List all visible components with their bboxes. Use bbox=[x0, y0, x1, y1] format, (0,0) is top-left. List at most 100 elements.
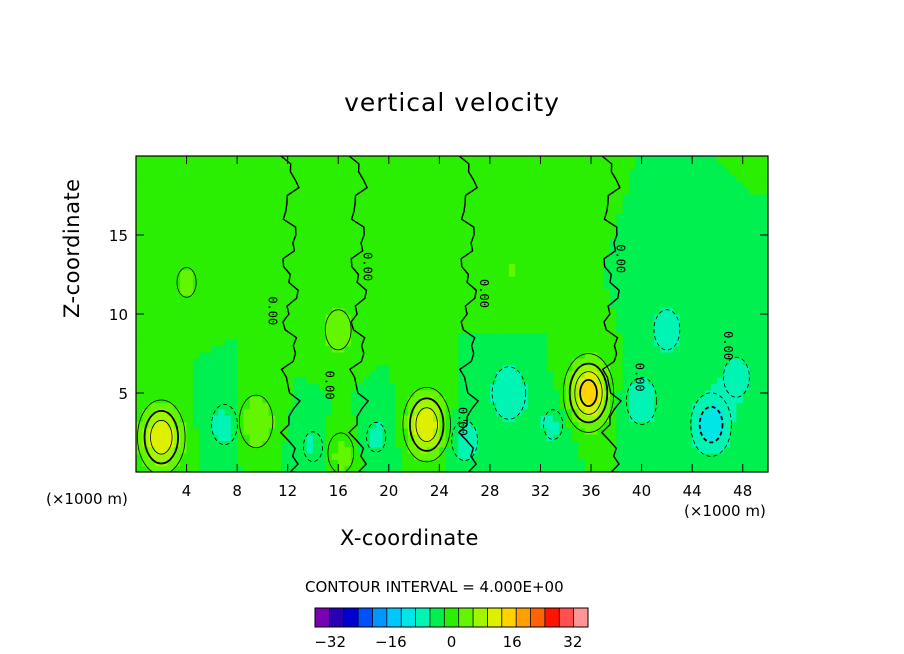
heatmap-cell bbox=[275, 231, 282, 239]
heatmap-cell bbox=[698, 200, 706, 208]
heatmap-cell bbox=[711, 326, 719, 334]
heatmap-cell bbox=[357, 168, 365, 176]
heatmap-cell bbox=[167, 238, 175, 246]
heatmap-cell bbox=[199, 383, 207, 391]
heatmap-cell bbox=[388, 269, 396, 277]
heatmap-cell bbox=[527, 231, 535, 239]
heatmap-cell bbox=[635, 332, 643, 340]
heatmap-cell bbox=[445, 377, 453, 385]
heatmap-cell bbox=[591, 200, 598, 208]
heatmap-cell bbox=[635, 351, 643, 359]
heatmap-cell bbox=[294, 187, 301, 195]
heatmap-cell bbox=[755, 421, 763, 429]
heatmap-cell bbox=[685, 402, 693, 410]
heatmap-cell bbox=[180, 358, 188, 366]
heatmap-cell bbox=[237, 257, 245, 265]
heatmap-cell bbox=[433, 332, 440, 340]
heatmap-cell bbox=[591, 459, 598, 467]
heatmap-cell bbox=[136, 408, 143, 416]
heatmap-cell bbox=[660, 453, 668, 460]
heatmap-cell bbox=[496, 193, 504, 201]
heatmap-cell bbox=[275, 212, 282, 220]
heatmap-cell bbox=[338, 288, 346, 296]
heatmap-cell bbox=[736, 219, 744, 227]
heatmap-cell bbox=[521, 181, 529, 189]
heatmap-cell bbox=[376, 174, 384, 182]
heatmap-cell bbox=[142, 250, 150, 258]
heatmap-cell bbox=[508, 263, 516, 271]
heatmap-cell bbox=[350, 200, 358, 208]
heatmap-cell bbox=[395, 162, 403, 170]
heatmap-cell bbox=[142, 307, 150, 315]
heatmap-cell bbox=[294, 421, 301, 429]
heatmap-cell bbox=[414, 465, 421, 472]
heatmap-cell bbox=[275, 465, 282, 472]
heatmap-cell bbox=[256, 377, 263, 385]
heatmap-cell bbox=[496, 351, 504, 359]
heatmap-cell bbox=[477, 238, 485, 246]
heatmap-cell bbox=[755, 453, 763, 460]
heatmap-cell bbox=[262, 301, 270, 309]
heatmap-cell bbox=[331, 314, 339, 321]
heatmap-cell bbox=[243, 301, 251, 309]
heatmap-cell bbox=[647, 421, 655, 429]
heatmap-cell bbox=[426, 263, 434, 271]
heatmap-cell bbox=[369, 396, 377, 404]
heatmap-cell bbox=[218, 200, 226, 208]
heatmap-cell bbox=[584, 351, 592, 359]
heatmap-cell bbox=[382, 174, 390, 182]
heatmap-cell bbox=[136, 282, 143, 290]
heatmap-cell bbox=[224, 314, 232, 321]
heatmap-cell bbox=[192, 314, 200, 321]
heatmap-cell bbox=[300, 351, 308, 359]
heatmap-cell bbox=[603, 276, 611, 283]
heatmap-cell bbox=[641, 257, 649, 265]
heatmap-cell bbox=[559, 238, 567, 246]
heatmap-cell bbox=[711, 332, 719, 340]
heatmap-cell bbox=[331, 434, 339, 441]
heatmap-cell bbox=[218, 421, 226, 429]
heatmap-cell bbox=[439, 225, 447, 233]
heatmap-cell bbox=[622, 320, 630, 328]
heatmap-cell bbox=[597, 358, 605, 366]
heatmap-cell bbox=[515, 156, 523, 163]
heatmap-cell bbox=[167, 332, 175, 340]
heatmap-cell bbox=[692, 269, 700, 277]
heatmap-cell bbox=[401, 156, 409, 163]
heatmap-cell bbox=[508, 383, 516, 391]
heatmap-cell bbox=[211, 269, 219, 277]
heatmap-cell bbox=[508, 440, 516, 448]
heatmap-cell bbox=[344, 231, 352, 239]
heatmap-cell bbox=[344, 193, 352, 201]
heatmap-cell bbox=[433, 162, 440, 170]
heatmap-cell bbox=[262, 295, 270, 302]
heatmap-cell bbox=[363, 440, 371, 448]
heatmap-cell bbox=[401, 301, 409, 309]
heatmap-cell bbox=[382, 440, 390, 448]
heatmap-cell bbox=[414, 427, 421, 435]
heatmap-cell bbox=[628, 250, 636, 258]
heatmap-cell bbox=[483, 402, 491, 410]
heatmap-cell bbox=[357, 244, 365, 252]
heatmap-cell bbox=[268, 168, 276, 176]
heatmap-cell bbox=[161, 351, 169, 359]
heatmap-cell bbox=[357, 408, 365, 416]
heatmap-cell bbox=[420, 162, 428, 170]
heatmap-cell bbox=[205, 351, 213, 359]
heatmap-cell bbox=[654, 326, 662, 334]
heatmap-cell bbox=[515, 320, 523, 328]
heatmap-cell bbox=[578, 320, 586, 328]
heatmap-cell bbox=[553, 459, 561, 467]
heatmap-cell bbox=[483, 453, 491, 460]
heatmap-cell bbox=[180, 364, 188, 372]
heatmap-cell bbox=[357, 377, 365, 385]
heatmap-cell bbox=[458, 295, 466, 302]
heatmap-cell bbox=[230, 326, 238, 334]
heatmap-cell bbox=[742, 459, 750, 467]
heatmap-cell bbox=[312, 193, 320, 201]
heatmap-cell bbox=[755, 326, 763, 334]
heatmap-cell bbox=[218, 434, 226, 441]
heatmap-cell bbox=[218, 238, 226, 246]
heatmap-cell bbox=[192, 427, 200, 435]
heatmap-cell bbox=[148, 427, 156, 435]
